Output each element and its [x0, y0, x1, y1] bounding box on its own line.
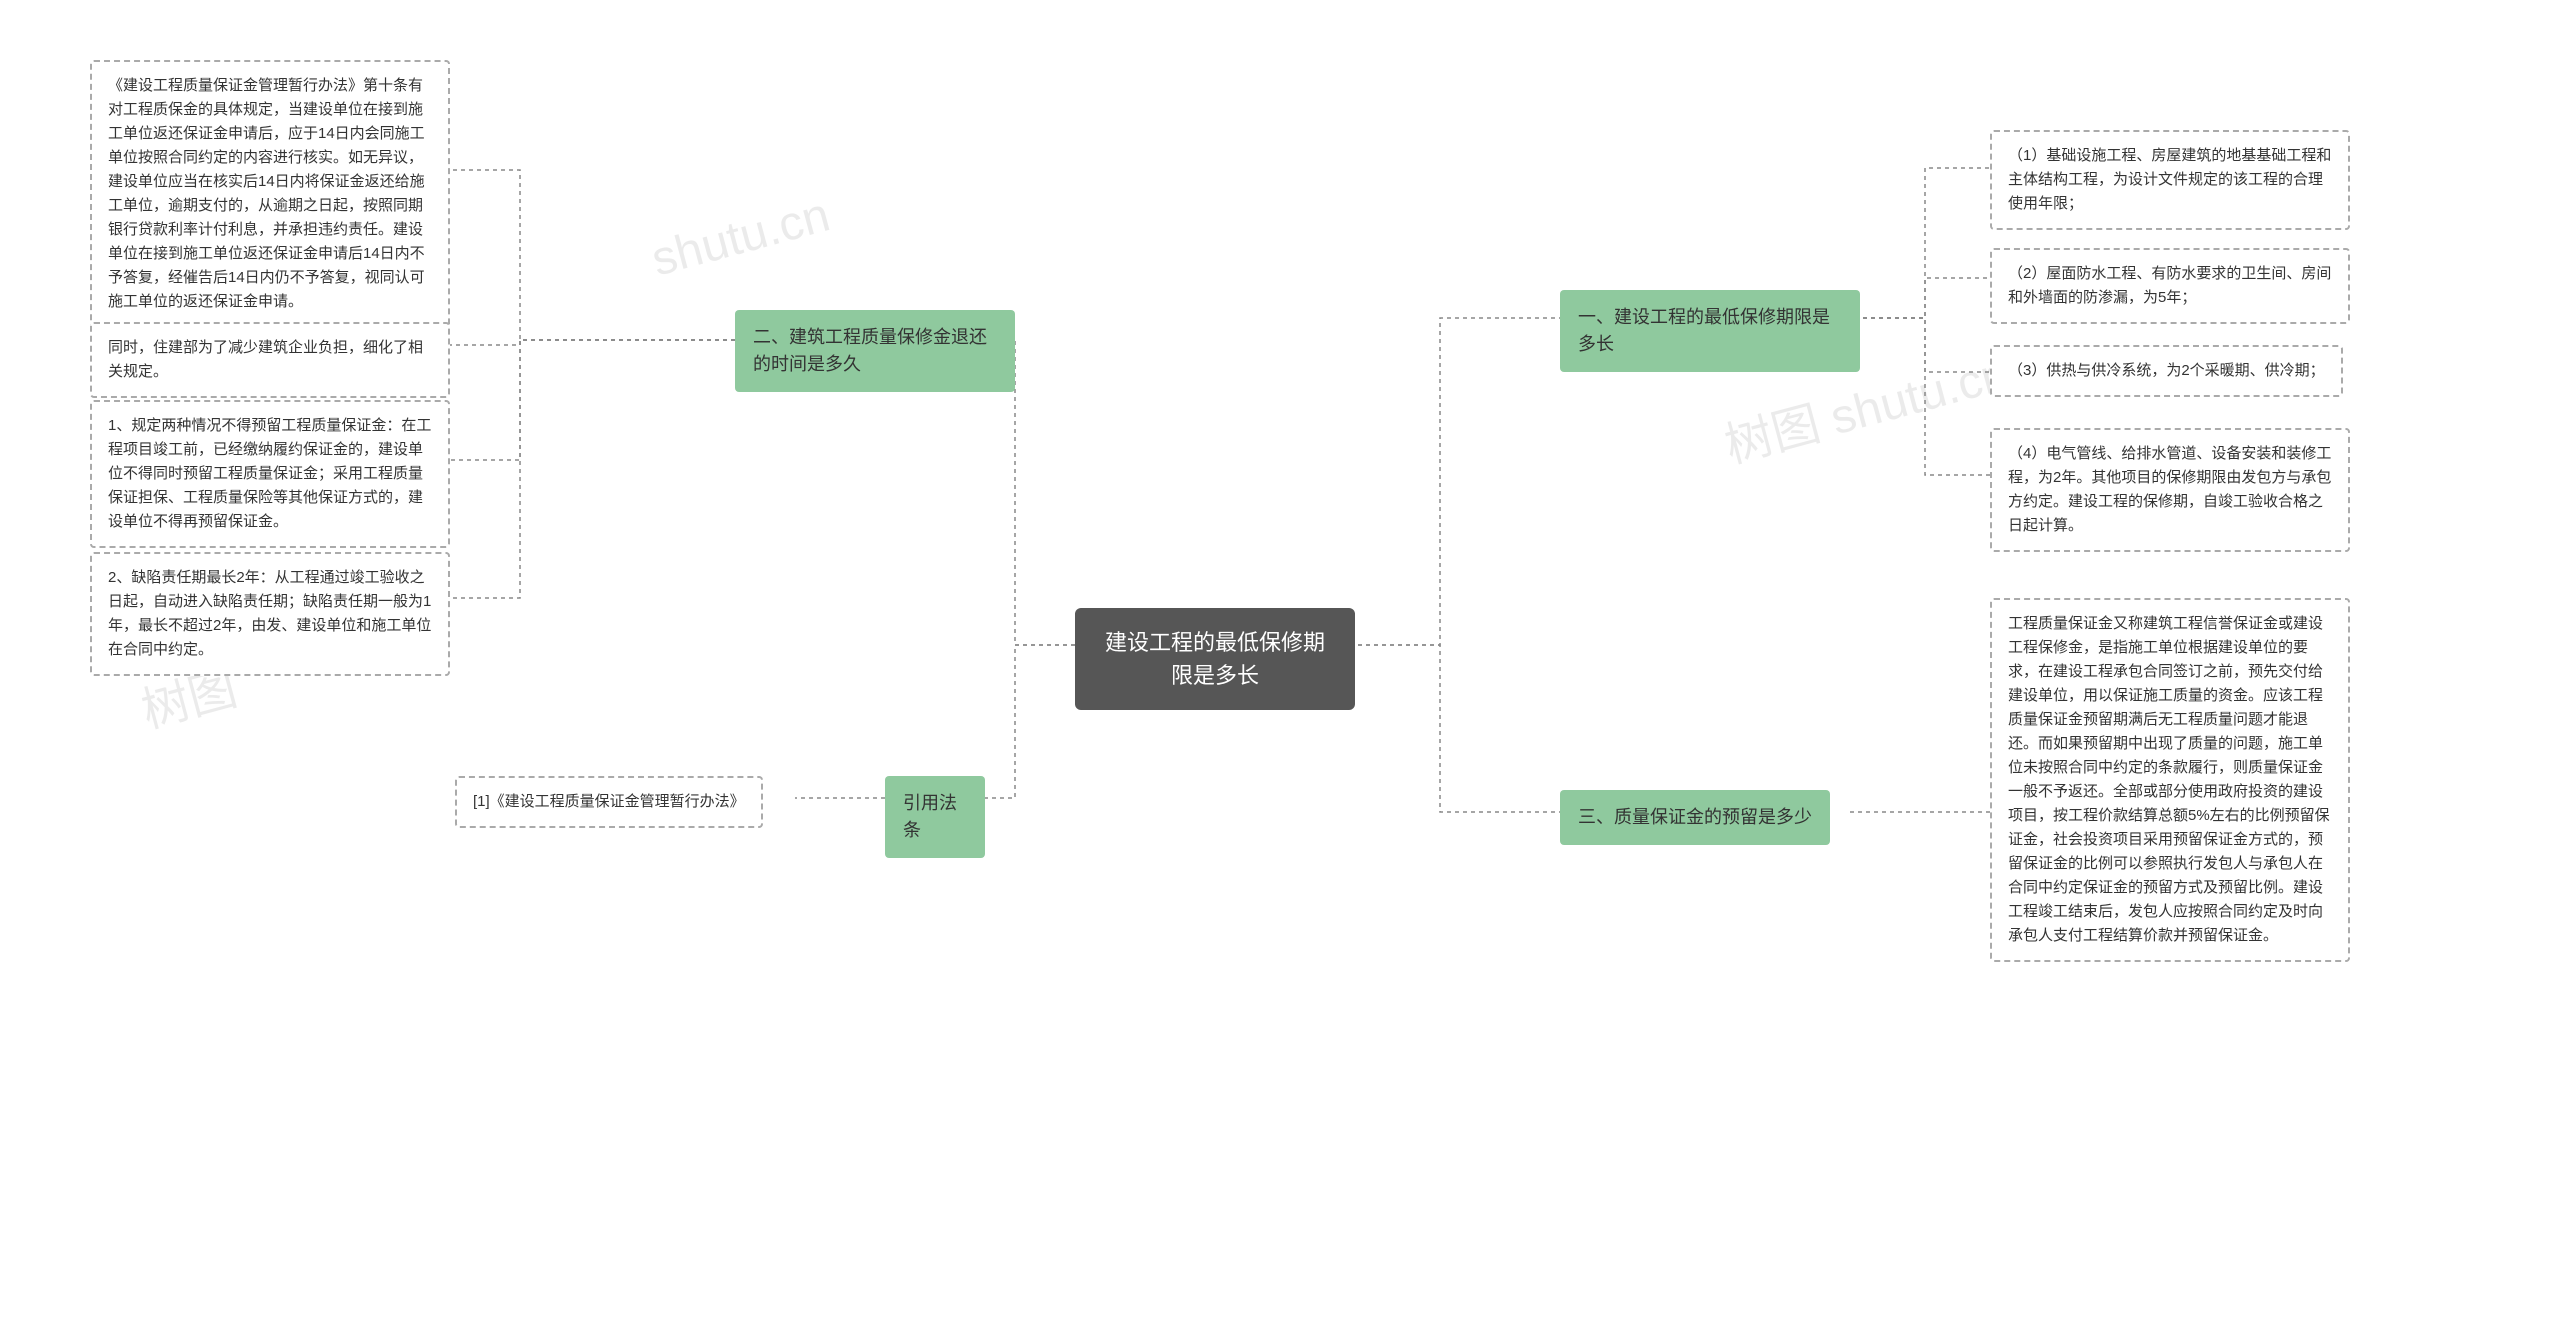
branch-deposit-amount: 三、质量保证金的预留是多少 [1560, 790, 1830, 845]
leaf-1-1: （1）基础设施工程、房屋建筑的地基基础工程和主体结构工程，为设计文件规定的该工程… [1990, 130, 2350, 230]
leaf-2-4: 2、缺陷责任期最长2年：从工程通过竣工验收之日起，自动进入缺陷责任期；缺陷责任期… [90, 552, 450, 676]
watermark: shutu.cn [646, 187, 836, 287]
root-node: 建设工程的最低保修期限是多长 [1075, 608, 1355, 710]
branch-refund-time: 二、建筑工程质量保修金退还的时间是多久 [735, 310, 1015, 392]
leaf-2-3: 1、规定两种情况不得预留工程质量保证金：在工程项目竣工前，已经缴纳履约保证金的，… [90, 400, 450, 548]
leaf-1-4: （4）电气管线、给排水管道、设备安装和装修工程，为2年。其他项目的保修期限由发包… [1990, 428, 2350, 552]
branch-warranty-period: 一、建设工程的最低保修期限是多长 [1560, 290, 1860, 372]
leaf-1-2: （2）屋面防水工程、有防水要求的卫生间、房间和外墙面的防渗漏，为5年； [1990, 248, 2350, 324]
leaf-2-1: 《建设工程质量保证金管理暂行办法》第十条有对工程质保金的具体规定，当建设单位在接… [90, 60, 450, 328]
leaf-2-2: 同时，住建部为了减少建筑企业负担，细化了相关规定。 [90, 322, 450, 398]
branch-reference: 引用法条 [885, 776, 985, 858]
leaf-3-1: 工程质量保证金又称建筑工程信誉保证金或建设工程保修金，是指施工单位根据建设单位的… [1990, 598, 2350, 962]
leaf-1-3: （3）供热与供冷系统，为2个采暖期、供冷期； [1990, 345, 2343, 397]
leaf-4-1: [1]《建设工程质量保证金管理暂行办法》 [455, 776, 763, 828]
